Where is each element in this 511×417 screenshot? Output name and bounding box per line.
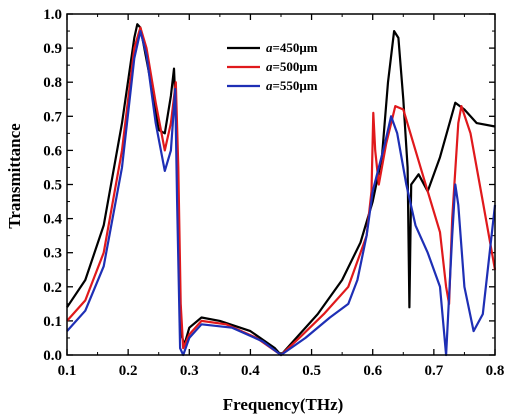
y-tick-label: 0.9: [43, 41, 62, 57]
x-axis-title: Frequency(THz): [223, 395, 344, 414]
series-line-3: [66, 30, 497, 357]
x-tick-label: 0.3: [180, 363, 199, 379]
y-tick-label: 0.7: [43, 109, 62, 125]
x-tick-labels: 0.1 0.2 0.3 0.4 0.5 0.6 0.7 0.8: [58, 363, 505, 379]
legend-label-prefix: a: [266, 78, 273, 93]
legend-label-1: a=450μm: [266, 40, 318, 55]
y-tick-label: 0.2: [43, 280, 62, 296]
y-tick-label: 0.3: [43, 246, 62, 262]
x-tick-label: 0.2: [119, 363, 138, 379]
legend-label-prefix: a: [266, 59, 273, 74]
legend-label-3: a=550μm: [266, 78, 318, 93]
x-tick-label: 0.7: [424, 363, 443, 379]
y-tick-label: 0.5: [43, 178, 62, 194]
series-line-2: [66, 26, 497, 357]
legend-label-prefix: a: [266, 40, 273, 55]
series-layer: [66, 23, 497, 357]
legend-label-value: =450μm: [273, 40, 318, 55]
x-tick-label: 0.6: [363, 363, 382, 379]
y-tick-label: 0.8: [43, 75, 62, 91]
legend-label-value: =550μm: [273, 78, 318, 93]
plot-frame: [66, 13, 496, 356]
y-tick-labels: 0.0 0.1 0.2 0.3 0.4 0.5 0.6 0.7 0.8 0.9 1.0: [43, 7, 62, 364]
legend-label-2: a=500μm: [266, 59, 318, 74]
y-tick-label: 1.0: [43, 7, 62, 23]
legend-label-value: =500μm: [273, 59, 318, 74]
x-tick-label: 0.4: [241, 363, 260, 379]
y-tick-label: 0.6: [43, 143, 62, 159]
x-tick-label: 0.1: [58, 363, 77, 379]
x-tick-label: 0.5: [302, 363, 321, 379]
y-axis-title: Transmittance: [5, 123, 24, 229]
y-tick-label: 0.1: [43, 314, 62, 330]
x-tick-label: 0.8: [486, 363, 505, 379]
y-tick-label: 0.0: [43, 348, 62, 364]
y-tick-label: 0.4: [43, 212, 62, 228]
